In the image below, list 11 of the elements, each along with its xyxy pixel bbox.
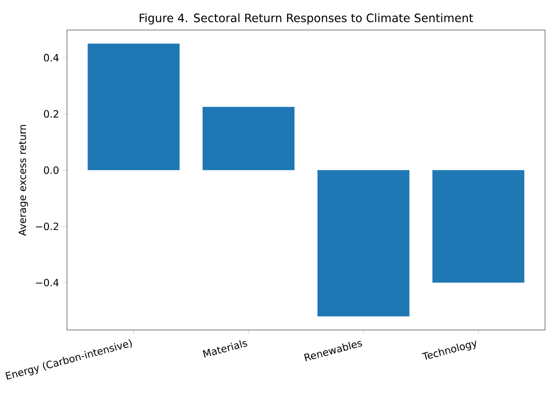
y-tick-label: −0.4	[36, 278, 59, 286]
bar	[88, 44, 180, 170]
bar	[202, 106, 295, 170]
bar	[432, 170, 524, 283]
y-tick-label: 0.4	[44, 54, 59, 62]
y-tick-label: 0.2	[44, 110, 58, 118]
y-tick-label: 0.0	[44, 166, 59, 174]
bar	[317, 170, 410, 316]
chart-title: Figure 4. Sectoral Return Responses to Climate Sentiment	[140, 13, 474, 24]
y-tick-label: −0.2	[36, 222, 58, 230]
y-axis-title: Average excess return	[18, 124, 28, 236]
